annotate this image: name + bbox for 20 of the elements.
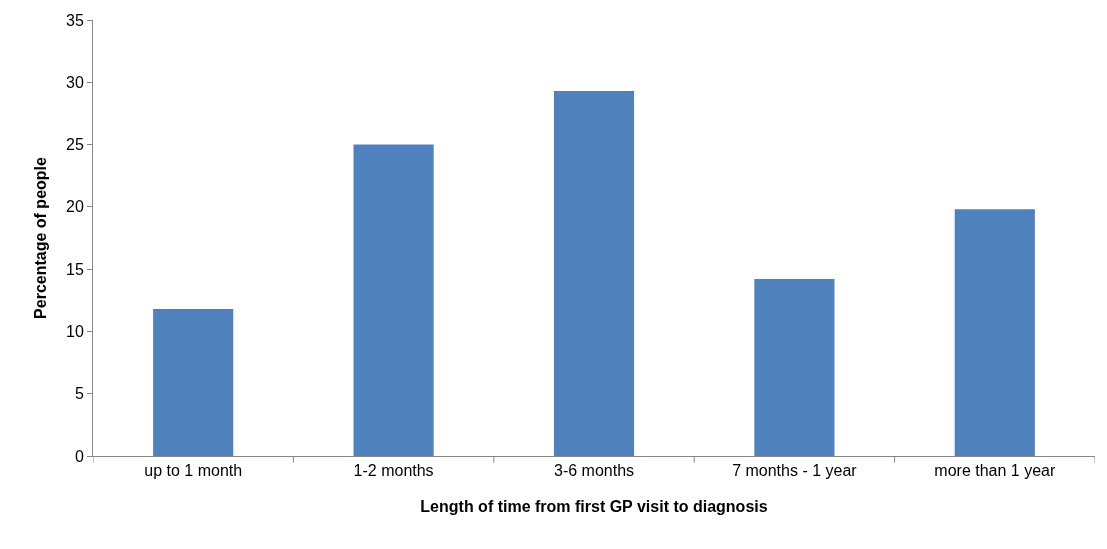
y-tick-label: 0 xyxy=(74,447,84,465)
y-tick-label: 25 xyxy=(66,136,84,154)
bar xyxy=(353,144,434,456)
x-tick-label: 1-2 months xyxy=(353,462,434,480)
y-tick-label: 20 xyxy=(66,198,84,216)
y-tick-label: 35 xyxy=(66,11,84,29)
y-tick-label: 5 xyxy=(74,385,84,403)
bar xyxy=(153,309,234,456)
x-tick-label: more than 1 year xyxy=(934,462,1056,480)
y-axis-title: Percentage of people xyxy=(31,156,49,319)
bar xyxy=(954,209,1035,456)
x-tick-label: 7 months - 1 year xyxy=(732,462,858,480)
x-tick-label: up to 1 month xyxy=(144,462,243,480)
y-tick-label: 15 xyxy=(66,260,84,278)
x-tick-label: 3-6 months xyxy=(553,462,635,480)
bar xyxy=(754,279,835,456)
x-axis-title: Length of time from first GP visit to diagnosis xyxy=(420,497,768,515)
bar xyxy=(553,91,635,456)
y-tick-label: 10 xyxy=(66,323,84,341)
y-tick-label: 30 xyxy=(66,73,84,91)
